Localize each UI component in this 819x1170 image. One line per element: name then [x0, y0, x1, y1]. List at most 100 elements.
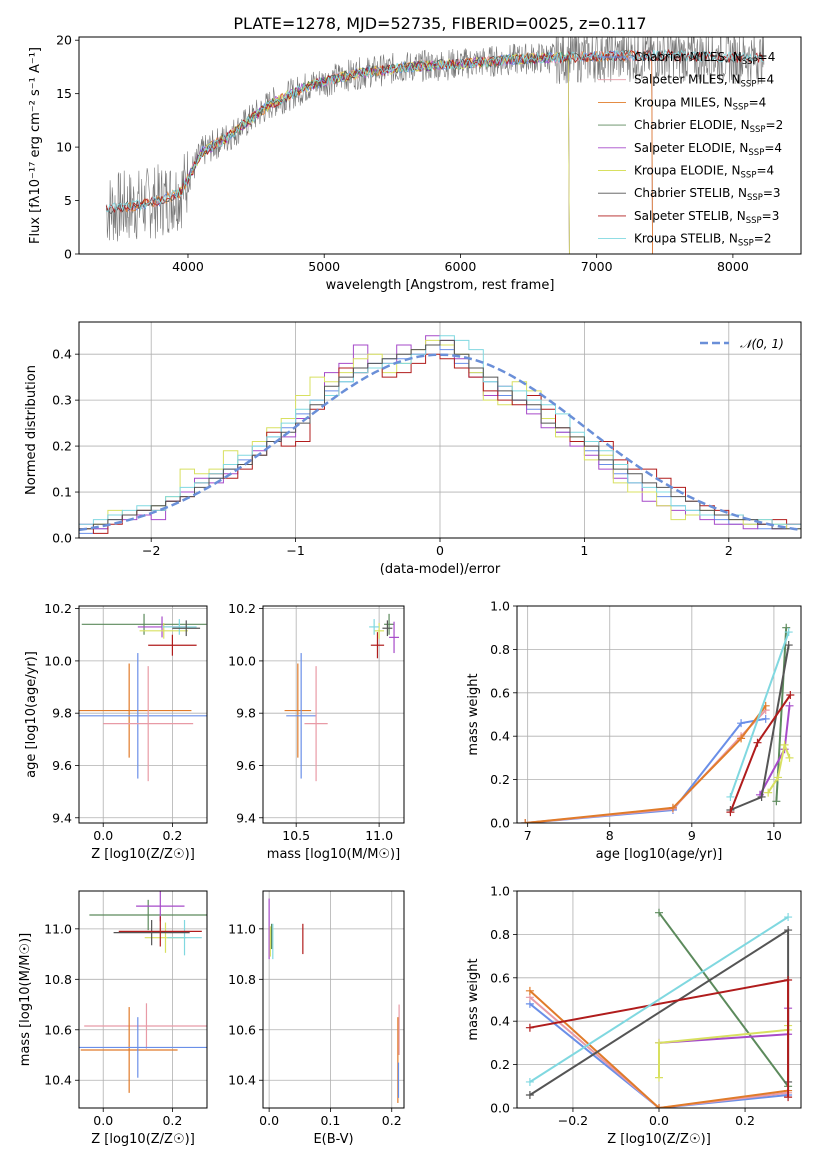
x-tick-label: 9 — [688, 828, 696, 843]
weight-marker-kroupa_miles — [668, 803, 677, 812]
legend-entry-chabrier_elodie: Chabrier ELODIE, NSSP=2 — [634, 118, 783, 135]
y-tick-label: 0.4 — [490, 1014, 510, 1029]
gridlines — [79, 891, 207, 1108]
y-axis-label: mass weight — [466, 958, 481, 1040]
x-tick-label: 10.5 — [282, 828, 310, 843]
x-tick-label: 1 — [580, 543, 588, 558]
ticks: 7 8 9 10 0.0 0.2 0.4 0.6 0.8 1.0 — [490, 599, 782, 844]
point-kroupa_miles — [79, 663, 192, 758]
legend-tail: =2 — [754, 232, 772, 246]
weight-marker-chabrier_stelib — [525, 1090, 534, 1099]
marks — [284, 613, 400, 782]
legend-sub: SSP — [746, 216, 762, 226]
legend-entry-kroupa_miles: Kroupa MILES, NSSP=4 — [634, 95, 766, 112]
weight-line-kroupa_miles — [525, 705, 767, 823]
weight-marker-salpeter_stelib — [753, 738, 762, 747]
legend-entry-salpeter_stelib: Salpeter STELIB, NSSP=3 — [634, 209, 779, 226]
y-tick-label: 9.8 — [236, 706, 256, 721]
point-kroupa_stelib — [162, 619, 197, 635]
y-axis-label: age [log10(age/yr)] — [24, 651, 39, 778]
y-axis-label: Normed distribution — [24, 365, 39, 495]
x-tick-label: 4000 — [172, 259, 204, 274]
point-kroupa_stelib — [167, 920, 202, 956]
legend-sub: SSP — [750, 125, 766, 135]
weight-marker-kroupa_miles — [525, 986, 534, 995]
x-tick-label: 0.2 — [162, 828, 182, 843]
ticks: 0.0 0.1 0.2 10.4 10.6 10.8 11.0 — [228, 921, 402, 1128]
legend-entry-salpeter_miles: Salpeter MILES, NSSP=4 — [634, 73, 774, 90]
legend-tail: =4 — [749, 95, 767, 109]
x-axis-label: mass [log10(M/M☉)] — [267, 847, 400, 862]
x-axis-label: Z [log10(Z/Z☉)] — [607, 1132, 711, 1147]
plot-area — [517, 606, 801, 823]
weight-marker-chabrier_elodie — [782, 623, 791, 632]
y-axis-label: Flux [fλ10⁻¹⁷ erg cm⁻² s⁻¹ A⁻¹] — [28, 47, 43, 244]
point-kroupa_elodie — [374, 622, 385, 639]
legend-tail: =4 — [764, 141, 782, 155]
y-tick-label: 10.8 — [44, 972, 72, 987]
plot-frame — [262, 605, 405, 824]
weight-marker-kroupa_miles — [521, 819, 530, 823]
legend-sub: SSP — [738, 239, 754, 249]
legend-text: Chabrier STELIB, N — [634, 186, 747, 200]
point-salpeter_miles — [84, 1003, 207, 1049]
chart-age_vs_Z: 0.0 0.2 9.4 9.6 9.8 10.0 10.2 Z [log10(Z/Z☉)] ag… — [24, 601, 208, 862]
y-tick-label: 10.2 — [44, 601, 72, 616]
point-chabrier_miles — [79, 1017, 207, 1078]
weight-marker-kroupa_stelib — [726, 792, 735, 801]
legend-tail: =4 — [756, 73, 774, 87]
point-kroupa_miles — [80, 1007, 178, 1093]
chart-weight_vs_Z: −0.2 0.0 0.2 0.0 0.2 0.4 0.6 0.8 1.0 Z [log10(Z/Z… — [466, 884, 802, 1147]
weight-line-kroupa_miles — [529, 990, 789, 1108]
point-salpeter_stelib — [118, 916, 202, 947]
y-tick-label: 0.4 — [490, 729, 510, 744]
chart-mass_vs_ebv: 0.0 0.1 0.2 10.4 10.6 10.8 11.0 E(B-V) — [228, 890, 405, 1147]
y-axis-label: mass [log10(M/M☉)] — [18, 933, 33, 1066]
weight-marker-kroupa_miles — [655, 1104, 663, 1108]
x-tick-label: −2 — [142, 543, 160, 558]
chart-weight_vs_age: 7 8 9 10 0.0 0.2 0.4 0.6 0.8 1.0 age [log10(age/yr… — [466, 599, 802, 862]
y-tick-label: 0.6 — [490, 685, 510, 700]
y-tick-label: 0.1 — [52, 485, 72, 500]
ticks: −2 −1 0 1 2 0.0 0.1 0.2 0.3 0.4 — [52, 347, 733, 558]
legend-normal-label: 𝒩(0, 1) — [740, 337, 784, 351]
weight-line-chabrier_miles — [529, 1003, 789, 1108]
plot-area — [79, 606, 207, 823]
point-chabrier_stelib — [172, 620, 201, 637]
x-tick-label: 6000 — [445, 259, 477, 274]
weight-marker-kroupa_elodie — [655, 1038, 663, 1047]
y-tick-label: 0.2 — [490, 1057, 510, 1072]
legend-entry-kroupa_elodie: Kroupa ELODIE, NSSP=4 — [634, 164, 774, 181]
point-salpeter_miles — [103, 666, 194, 782]
weight-marker-salpeter_elodie — [785, 701, 794, 710]
x-axis-label: (data-model)/error — [380, 562, 501, 577]
x-tick-label: 10 — [766, 828, 782, 843]
weight-marker-kroupa_stelib — [784, 628, 793, 637]
y-tick-label: 9.4 — [236, 810, 256, 825]
y-tick-label: 11.0 — [228, 921, 256, 936]
legend-text: Kroupa MILES, N — [634, 95, 733, 109]
y-tick-label: 10.0 — [44, 653, 72, 668]
weight-marker-chabrier_miles — [737, 719, 746, 728]
y-tick-label: 0.0 — [52, 531, 72, 546]
x-tick-label: 0 — [436, 543, 444, 558]
legend-text: Salpeter MILES, N — [634, 73, 741, 87]
x-axis-label: Z [log10(Z/Z☉)] — [91, 847, 195, 862]
y-tick-label: 10.4 — [228, 1073, 256, 1088]
legend-tail: =2 — [766, 118, 784, 132]
x-tick-label: 8000 — [717, 259, 749, 274]
marks — [268, 898, 400, 1103]
y-axis-label: mass weight — [466, 673, 481, 755]
x-tick-label: 8 — [606, 828, 614, 843]
legend-text: Salpeter ELODIE, N — [634, 141, 748, 155]
gridlines — [79, 606, 207, 823]
plot-area — [263, 606, 404, 823]
model-spectrum-kroupa_stelib — [106, 49, 764, 213]
weight-marker-salpeter_stelib — [786, 690, 795, 699]
weight-line-chabrier_elodie — [658, 912, 789, 1087]
y-tick-label: 0 — [64, 247, 72, 262]
y-tick-label: 0.2 — [52, 439, 72, 454]
plot-frame — [78, 890, 208, 1109]
